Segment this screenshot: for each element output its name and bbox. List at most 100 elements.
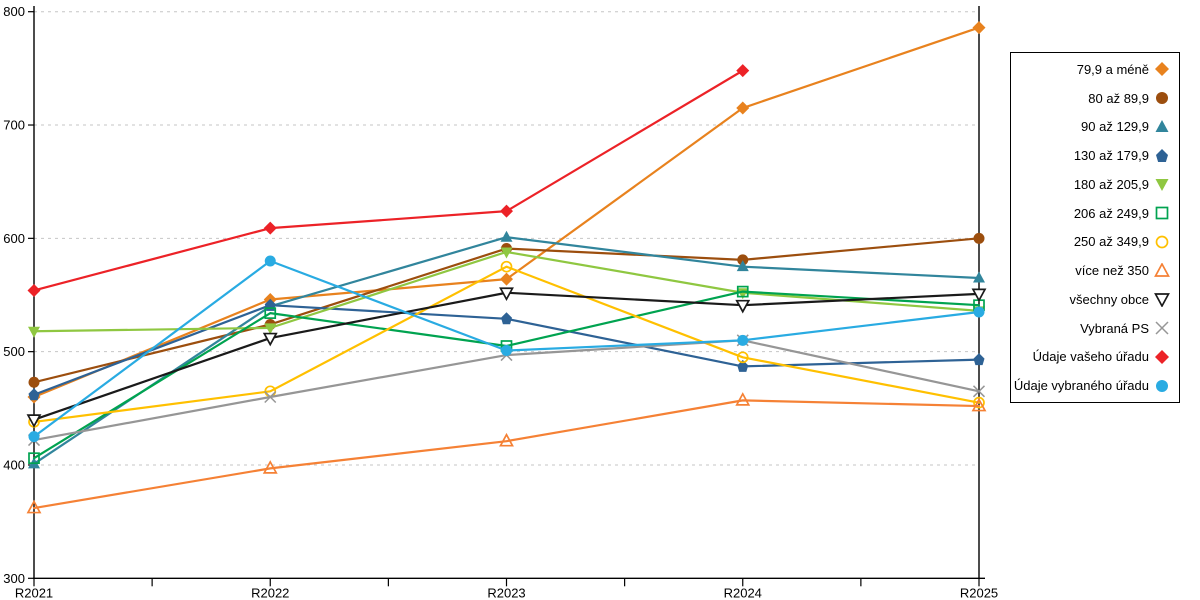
x-axis-tick-label: R2022 bbox=[251, 585, 289, 600]
diamond-marker-icon bbox=[972, 21, 986, 35]
triangle-down-marker-icon bbox=[28, 326, 40, 338]
legend-item-label: všechny obce bbox=[1069, 291, 1150, 307]
circle-marker-icon bbox=[501, 345, 512, 357]
triangle-down-open-marker-icon bbox=[499, 287, 514, 302]
legend-item: 90 až 129,9 bbox=[1011, 115, 1179, 139]
triangle-marker-icon bbox=[973, 271, 985, 283]
triangle-legend-icon bbox=[1155, 119, 1169, 132]
triangle-down-marker-icon bbox=[500, 247, 513, 259]
triangle-open-marker-icon bbox=[499, 432, 514, 447]
legend-item-label: Vybraná PS bbox=[1080, 320, 1149, 336]
triangle-down-open-legend-icon bbox=[1154, 293, 1170, 308]
circle-open-marker-icon bbox=[736, 351, 749, 364]
square-open-marker-icon bbox=[736, 285, 749, 298]
triangle-open-marker-icon bbox=[735, 392, 751, 406]
legend-item-label: Údaje vašeho úřadu bbox=[1032, 349, 1149, 365]
circle-marker-icon bbox=[973, 306, 985, 318]
square-open-marker-icon bbox=[264, 307, 277, 319]
legend-item-label: Údaje vybraného úřadu bbox=[1013, 378, 1149, 394]
circle-marker-icon bbox=[28, 431, 40, 443]
legend-item: Údaje vybraného úřadu bbox=[1011, 374, 1179, 398]
square-open-marker-icon bbox=[1155, 206, 1169, 220]
legend: 79,9 a méně 80 až 89,9 90 až 129,9 130 až 1… bbox=[1010, 52, 1180, 403]
series-line bbox=[32, 399, 981, 510]
x-marker-icon bbox=[264, 390, 277, 404]
diamond-marker-icon bbox=[736, 64, 750, 78]
x-legend-icon bbox=[1155, 321, 1169, 335]
y-axis-tick-label: 300 bbox=[3, 571, 25, 586]
diamond-marker-icon bbox=[500, 272, 513, 286]
diamond-marker-icon bbox=[1155, 349, 1169, 364]
series-4 bbox=[28, 247, 985, 338]
legend-item: Údaje vašeho úřadu bbox=[1011, 345, 1179, 369]
circle-marker-icon bbox=[264, 255, 276, 267]
triangle-open-marker-icon bbox=[971, 397, 987, 412]
legend-item-label: 180 až 205,9 bbox=[1073, 176, 1149, 192]
x-marker-icon bbox=[972, 385, 986, 398]
y-axis-tick-label: 700 bbox=[3, 118, 25, 133]
legend-item-label: 130 až 179,9 bbox=[1073, 148, 1149, 164]
x-axis-tick-label: R2021 bbox=[15, 585, 53, 600]
x-axis-tick-label: R2024 bbox=[724, 585, 762, 600]
legend-item: 206 až 249,9 bbox=[1011, 201, 1179, 225]
circle-open-marker-icon bbox=[1155, 235, 1169, 249]
legend-item-label: více než 350 bbox=[1075, 263, 1149, 279]
triangle-down-open-marker-icon bbox=[1154, 293, 1170, 308]
legend-item: více než 350 bbox=[1011, 259, 1179, 283]
diamond-legend-icon bbox=[1155, 349, 1169, 364]
triangle-down-open-marker-icon bbox=[735, 299, 751, 314]
legend-item: 130 až 179,9 bbox=[1011, 144, 1179, 168]
legend-item: 250 až 349,9 bbox=[1011, 230, 1179, 254]
pentagon-marker-icon bbox=[737, 359, 749, 372]
y-axis-tick-label: 400 bbox=[3, 457, 25, 472]
triangle-down-marker-icon bbox=[264, 323, 277, 335]
legend-item-label: 79,9 a méně bbox=[1076, 61, 1149, 77]
circle-open-legend-icon bbox=[1155, 235, 1169, 249]
triangle-down-open-marker-icon bbox=[26, 414, 42, 428]
diamond-marker-icon bbox=[736, 101, 750, 115]
triangle-open-marker-icon bbox=[262, 460, 278, 474]
y-axis-tick-label: 600 bbox=[3, 231, 25, 246]
series-7 bbox=[26, 392, 987, 514]
diamond-marker-icon bbox=[263, 221, 277, 235]
x-axis-tick-label: R2025 bbox=[960, 585, 998, 600]
legend-item-label: 90 až 129,9 bbox=[1081, 119, 1149, 135]
pentagon-marker-icon bbox=[973, 353, 985, 366]
triangle-down-marker-icon bbox=[1155, 179, 1169, 192]
diamond-marker-icon bbox=[500, 204, 513, 218]
diamond-marker-icon bbox=[1155, 62, 1169, 77]
series-10 bbox=[27, 64, 750, 297]
circle-marker-icon bbox=[973, 232, 985, 244]
legend-item: 79,9 a méně bbox=[1011, 57, 1179, 81]
legend-item: všechny obce bbox=[1011, 287, 1179, 311]
triangle-marker-icon bbox=[736, 260, 749, 272]
triangle-open-marker-icon bbox=[1154, 262, 1170, 277]
triangle-down-open-marker-icon bbox=[971, 288, 987, 303]
legend-item-label: 206 až 249,9 bbox=[1073, 205, 1149, 221]
diamond-legend-icon bbox=[1155, 62, 1169, 77]
circle-marker-icon bbox=[737, 254, 749, 266]
legend-item: Vybraná PS bbox=[1011, 316, 1179, 340]
circle-legend-icon bbox=[1156, 92, 1168, 105]
x-axis-tick-label: R2023 bbox=[487, 585, 525, 600]
legend-item: 180 až 205,9 bbox=[1011, 172, 1179, 196]
pentagon-marker-icon bbox=[28, 388, 40, 401]
circle-marker-icon bbox=[1156, 379, 1168, 392]
pentagon-legend-icon bbox=[1156, 148, 1168, 162]
series-11 bbox=[28, 255, 985, 443]
triangle-down-legend-icon bbox=[1155, 179, 1169, 192]
circle-open-marker-icon bbox=[500, 260, 513, 273]
legend-item-label: 250 až 349,9 bbox=[1073, 234, 1149, 250]
pentagon-marker-icon bbox=[1156, 148, 1168, 162]
triangle-marker-icon bbox=[1155, 119, 1169, 132]
legend-item: 80 až 89,9 bbox=[1011, 86, 1179, 110]
axes: 300 400 500 600 700 800 R2021 R2022 R2023 R2024 R2… bbox=[3, 4, 998, 600]
circle-marker-icon bbox=[1156, 92, 1168, 105]
legend-item-label: 80 až 89,9 bbox=[1088, 90, 1149, 106]
y-axis-tick-label: 500 bbox=[3, 344, 25, 359]
triangle-open-legend-icon bbox=[1154, 262, 1170, 277]
square-open-marker-icon bbox=[28, 452, 40, 465]
triangle-open-marker-icon bbox=[26, 499, 42, 514]
